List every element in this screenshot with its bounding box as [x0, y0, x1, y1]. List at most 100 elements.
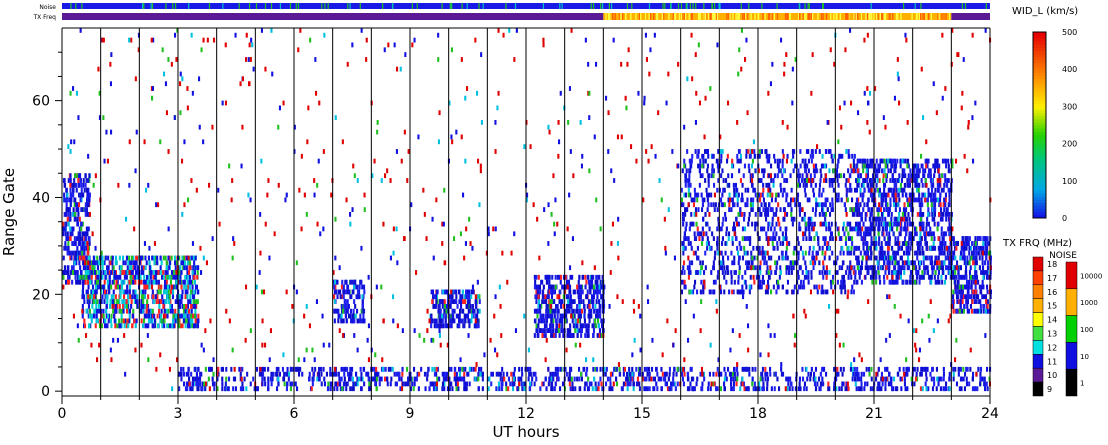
echo-cell: [916, 187, 919, 193]
echo-cell: [75, 270, 78, 275]
echo-cell: [720, 153, 723, 159]
echo-cell: [885, 202, 888, 208]
txfreq-bar-tick: [707, 13, 710, 20]
echo-cell: [120, 323, 123, 329]
echo-cell: [74, 173, 77, 179]
echo-cell: [924, 255, 927, 261]
echo-cell: [768, 182, 771, 188]
echo-cell: [901, 265, 904, 271]
echo-cell: [682, 265, 685, 271]
echo-cell: [131, 294, 134, 300]
echo-cell: [944, 192, 947, 198]
echo-cell: [807, 279, 810, 285]
echo-cell: [740, 245, 743, 251]
echo-cell: [707, 153, 710, 159]
echo-cell: [69, 236, 72, 241]
txfreq-bar-tick: [817, 13, 819, 20]
echo-cell: [818, 260, 821, 266]
echo-cell: [824, 212, 827, 217]
echo-cell: [905, 245, 908, 251]
echo-cell: [907, 173, 910, 179]
echo-cell: [82, 241, 85, 246]
echo-cell: [465, 304, 468, 309]
echo-cell: [66, 250, 69, 256]
echo-cell: [736, 289, 739, 295]
echo-cell: [783, 178, 786, 183]
echo-cell: [545, 279, 548, 285]
echo-cell: [476, 313, 479, 319]
echo-cell: [808, 236, 811, 241]
echo-cell: [775, 221, 778, 227]
echo-cell: [730, 270, 733, 275]
echo-cell: [801, 216, 804, 222]
echo-cell: [751, 207, 754, 212]
echo-cell: [192, 255, 195, 261]
echo-cell: [863, 187, 866, 193]
echo-cell: [884, 221, 887, 227]
echo-cell: [78, 279, 81, 285]
echo-cell: [906, 178, 909, 183]
echo-cell: [75, 236, 78, 241]
echo-cell: [818, 192, 821, 198]
echo-cell: [746, 197, 749, 203]
echo-cell: [463, 323, 466, 329]
noise-bar-tick: [451, 3, 453, 9]
echo-cell: [339, 294, 342, 300]
echo-cell: [144, 265, 147, 271]
echo-cell: [767, 221, 770, 227]
echo-cell: [821, 270, 824, 275]
echo-cell: [948, 270, 951, 275]
txfreq-bar-tick: [680, 13, 683, 20]
echo-cell: [95, 289, 98, 295]
echo-cell: [893, 250, 896, 256]
echo-cell: [836, 226, 839, 232]
echo-cell: [759, 270, 762, 275]
echo-cell: [773, 245, 776, 251]
echo-cell: [975, 245, 978, 251]
echo-cell: [700, 279, 703, 285]
txfreq-bar-tick: [945, 13, 947, 20]
echo-cell: [839, 153, 842, 159]
echo-cell: [749, 274, 752, 280]
echo-cell: [857, 221, 860, 227]
echo-cell: [724, 250, 727, 256]
echo-cell: [589, 279, 592, 285]
echo-cell: [133, 318, 136, 324]
echo-cell: [933, 163, 936, 169]
echo-cell: [859, 265, 862, 271]
echo-cell: [468, 299, 471, 304]
echo-cell: [70, 231, 73, 237]
echo-cell: [688, 168, 691, 174]
txfreq-bar-tick: [709, 13, 711, 20]
echo-cell: [336, 308, 339, 314]
echo-cell: [825, 221, 828, 227]
echo-cell: [75, 260, 78, 266]
echo-cell: [846, 221, 849, 227]
echo-cell: [595, 289, 598, 295]
echo-cell: [575, 323, 578, 329]
echo-cell: [168, 274, 171, 280]
echo-cell: [697, 192, 700, 198]
echo-cell: [148, 318, 151, 324]
echo-cell: [847, 245, 850, 251]
echo-cell: [197, 318, 200, 324]
echo-cell: [739, 153, 742, 159]
echo-cell: [856, 221, 859, 227]
echo-cell: [119, 270, 122, 275]
echo-cell: [857, 255, 860, 261]
echo-cell: [924, 236, 927, 241]
echo-cell: [179, 299, 182, 304]
echo-cell: [763, 255, 766, 261]
echo-cell: [449, 299, 452, 304]
echo-cell: [544, 294, 547, 300]
echo-cell: [907, 212, 910, 217]
echo-cell: [579, 313, 582, 319]
echo-cell: [853, 250, 856, 256]
echo-cell: [157, 323, 160, 329]
echo-cell: [802, 236, 805, 241]
echo-cell: [560, 313, 563, 319]
echo-cell: [859, 187, 862, 193]
echo-cell: [986, 284, 989, 290]
echo-cell: [441, 299, 444, 304]
echo-cell: [712, 279, 715, 285]
